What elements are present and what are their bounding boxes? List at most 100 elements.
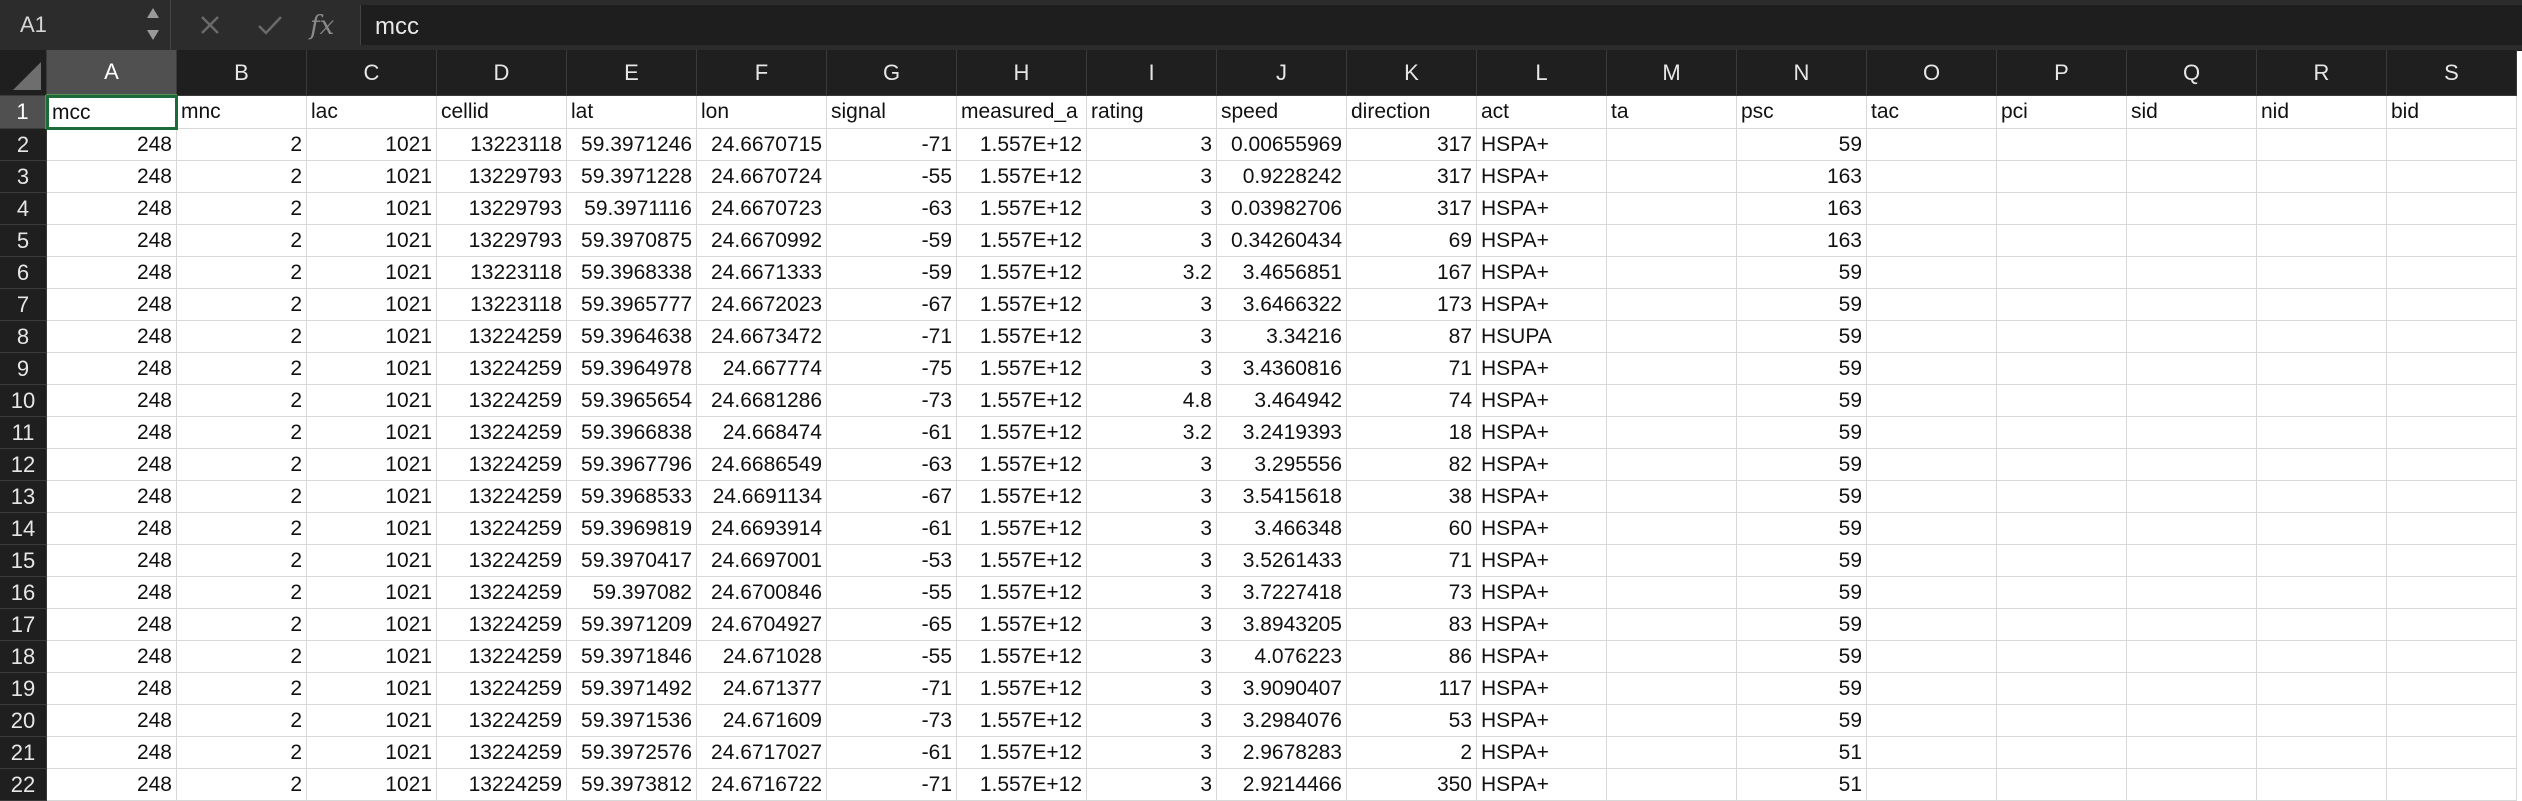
data-cell[interactable]: [1606, 384, 1737, 417]
data-cell[interactable]: 24.6670992: [696, 224, 827, 257]
column-header-q[interactable]: Q: [2126, 50, 2257, 96]
data-cell[interactable]: 248: [46, 768, 177, 801]
data-cell[interactable]: [2126, 576, 2257, 609]
data-cell[interactable]: HSPA+: [1476, 384, 1607, 417]
header-cell[interactable]: ta: [1606, 95, 1737, 129]
data-cell[interactable]: [1996, 416, 2127, 449]
row-header[interactable]: 21: [0, 736, 47, 769]
data-cell[interactable]: 3: [1086, 288, 1217, 321]
header-cell[interactable]: speed: [1216, 95, 1347, 129]
data-cell[interactable]: 13229793: [436, 224, 567, 257]
data-cell[interactable]: 248: [46, 224, 177, 257]
data-cell[interactable]: 117: [1346, 672, 1477, 705]
data-cell[interactable]: [1996, 704, 2127, 737]
data-cell[interactable]: 60: [1346, 512, 1477, 545]
data-cell[interactable]: [2386, 352, 2517, 385]
data-cell[interactable]: HSUPA: [1476, 320, 1607, 353]
data-cell[interactable]: 248: [46, 384, 177, 417]
data-cell[interactable]: 2: [176, 416, 307, 449]
data-cell[interactable]: 317: [1346, 192, 1477, 225]
data-cell[interactable]: 59.3971246: [566, 128, 697, 161]
data-cell[interactable]: [1996, 128, 2127, 161]
data-cell[interactable]: -71: [826, 672, 957, 705]
data-cell[interactable]: 13229793: [436, 160, 567, 193]
data-cell[interactable]: 248: [46, 704, 177, 737]
data-cell[interactable]: 3: [1086, 704, 1217, 737]
data-cell[interactable]: [2386, 512, 2517, 545]
data-cell[interactable]: [1866, 224, 1997, 257]
enter-check-icon[interactable]: [250, 0, 290, 50]
data-cell[interactable]: [1606, 480, 1737, 513]
header-cell[interactable]: measured_a: [956, 95, 1087, 129]
data-cell[interactable]: 163: [1736, 224, 1867, 257]
header-cell[interactable]: act: [1476, 95, 1607, 129]
data-cell[interactable]: [1866, 416, 1997, 449]
data-cell[interactable]: 248: [46, 192, 177, 225]
data-cell[interactable]: [1866, 512, 1997, 545]
data-cell[interactable]: [1996, 224, 2127, 257]
data-cell[interactable]: [2386, 576, 2517, 609]
data-cell[interactable]: [1996, 768, 2127, 801]
data-cell[interactable]: [2256, 352, 2387, 385]
data-cell[interactable]: [2386, 320, 2517, 353]
header-cell[interactable]: bid: [2386, 95, 2517, 129]
data-cell[interactable]: 1021: [306, 288, 437, 321]
data-cell[interactable]: 59: [1736, 448, 1867, 481]
data-cell[interactable]: HSPA+: [1476, 704, 1607, 737]
data-cell[interactable]: [2256, 640, 2387, 673]
data-cell[interactable]: [1866, 160, 1997, 193]
data-cell[interactable]: 173: [1346, 288, 1477, 321]
data-cell[interactable]: 3: [1086, 128, 1217, 161]
data-cell[interactable]: 3.2: [1086, 256, 1217, 289]
data-cell[interactable]: -65: [826, 608, 957, 641]
data-cell[interactable]: [2386, 704, 2517, 737]
data-cell[interactable]: [1996, 608, 2127, 641]
data-cell[interactable]: [2386, 736, 2517, 769]
data-cell[interactable]: 1.557E+12: [956, 384, 1087, 417]
data-cell[interactable]: 59: [1736, 320, 1867, 353]
header-cell[interactable]: lat: [566, 95, 697, 129]
data-cell[interactable]: 2: [176, 320, 307, 353]
data-cell[interactable]: [1866, 288, 1997, 321]
data-cell[interactable]: -53: [826, 544, 957, 577]
data-cell[interactable]: [2386, 192, 2517, 225]
data-cell[interactable]: 69: [1346, 224, 1477, 257]
data-cell[interactable]: 59.397082: [566, 576, 697, 609]
data-cell[interactable]: 59: [1736, 544, 1867, 577]
data-cell[interactable]: 317: [1346, 160, 1477, 193]
data-cell[interactable]: 1.557E+12: [956, 672, 1087, 705]
column-header-e[interactable]: E: [566, 50, 697, 96]
data-cell[interactable]: 3.4360816: [1216, 352, 1347, 385]
data-cell[interactable]: [1996, 640, 2127, 673]
data-cell[interactable]: 0.00655969: [1216, 128, 1347, 161]
data-cell[interactable]: [2256, 576, 2387, 609]
data-cell[interactable]: 13224259: [436, 608, 567, 641]
data-cell[interactable]: -71: [826, 320, 957, 353]
data-cell[interactable]: -75: [826, 352, 957, 385]
data-cell[interactable]: 2: [176, 160, 307, 193]
data-cell[interactable]: 59: [1736, 384, 1867, 417]
data-cell[interactable]: 24.6686549: [696, 448, 827, 481]
row-header[interactable]: 3: [0, 160, 47, 193]
data-cell[interactable]: [2386, 128, 2517, 161]
data-cell[interactable]: 1.557E+12: [956, 704, 1087, 737]
data-cell[interactable]: 59.3968533: [566, 480, 697, 513]
data-cell[interactable]: 3.2419393: [1216, 416, 1347, 449]
data-cell[interactable]: 3.9090407: [1216, 672, 1347, 705]
header-cell[interactable]: direction: [1346, 95, 1477, 129]
column-header-b[interactable]: B: [176, 50, 307, 96]
data-cell[interactable]: [1606, 672, 1737, 705]
data-cell[interactable]: 59.3972576: [566, 736, 697, 769]
data-cell[interactable]: [2256, 384, 2387, 417]
data-cell[interactable]: 248: [46, 288, 177, 321]
data-cell[interactable]: HSPA+: [1476, 288, 1607, 321]
data-cell[interactable]: [1606, 160, 1737, 193]
data-cell[interactable]: 24.6671333: [696, 256, 827, 289]
data-cell[interactable]: 59.3971492: [566, 672, 697, 705]
data-cell[interactable]: 24.6670724: [696, 160, 827, 193]
column-header-d[interactable]: D: [436, 50, 567, 96]
data-cell[interactable]: [1866, 672, 1997, 705]
data-cell[interactable]: HSPA+: [1476, 352, 1607, 385]
data-cell[interactable]: 3.5261433: [1216, 544, 1347, 577]
header-cell[interactable]: tac: [1866, 95, 1997, 129]
